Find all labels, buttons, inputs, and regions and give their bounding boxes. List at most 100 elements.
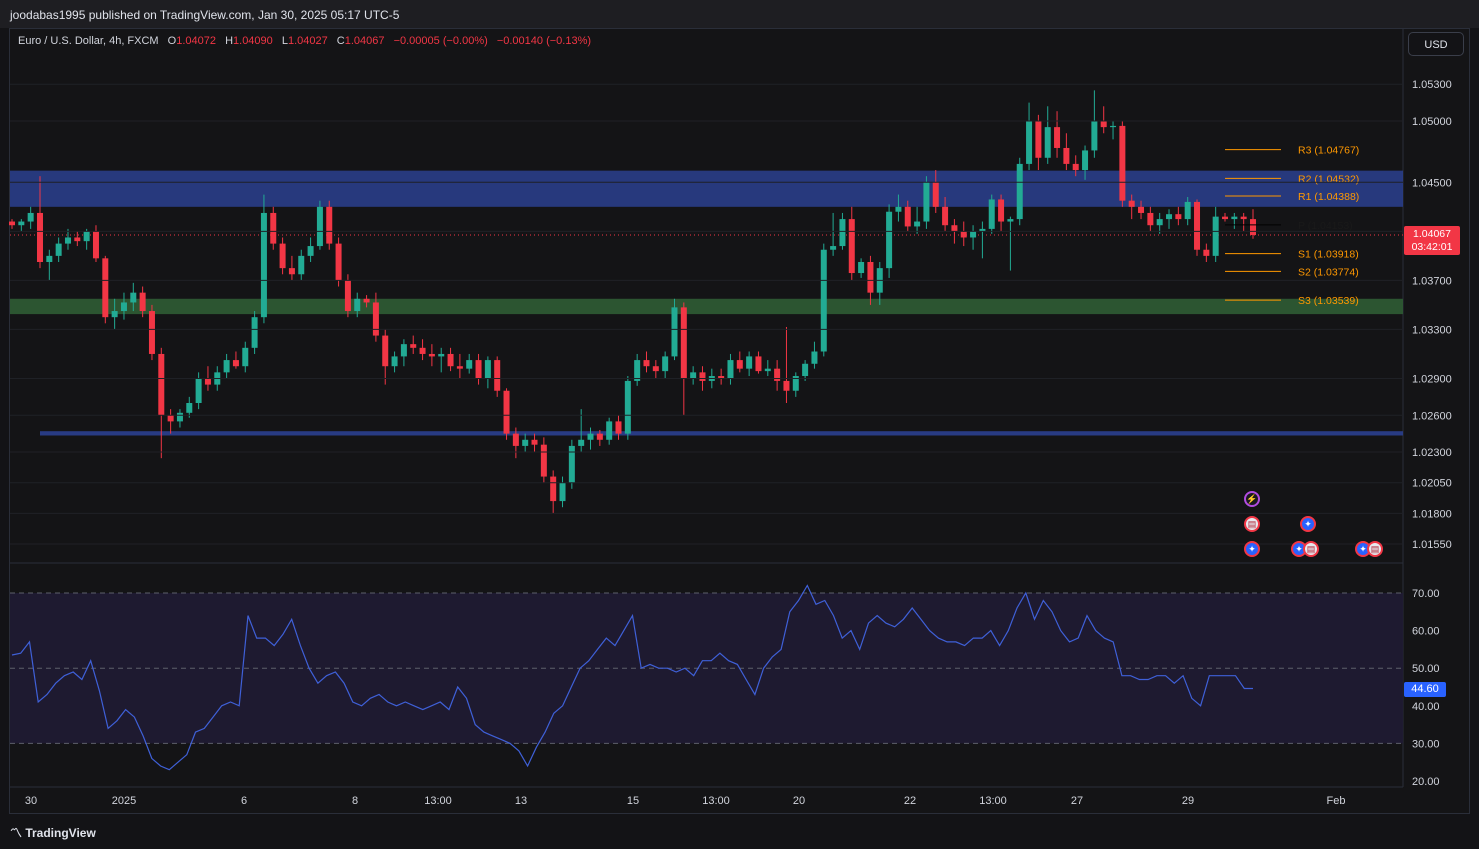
- us-flag-icon[interactable]: ▤: [1367, 541, 1383, 557]
- candle: [494, 356, 501, 397]
- candle-body: [1007, 219, 1014, 222]
- candle: [475, 353, 482, 385]
- candle: [895, 194, 902, 222]
- rsi-tick-label: 40.00: [1412, 701, 1440, 713]
- candle: [1203, 243, 1210, 262]
- candle: [1128, 194, 1135, 220]
- rsi-line: [11, 584, 1253, 771]
- candle-body: [587, 433, 594, 440]
- brand-name: TradingView: [25, 826, 96, 840]
- candle: [960, 221, 967, 247]
- candle-body: [522, 439, 529, 446]
- candle-body: [326, 206, 333, 244]
- currency-button[interactable]: USD: [1408, 32, 1464, 56]
- price-tick-label: 1.03700: [1412, 275, 1452, 287]
- candle-body: [447, 353, 454, 367]
- high-label: H: [225, 35, 234, 47]
- candle: [755, 351, 762, 374]
- candle-body: [1194, 201, 1201, 250]
- candle: [354, 292, 361, 318]
- candle-body: [316, 206, 323, 247]
- pivot-label-r3: R3 (1.04767): [1298, 145, 1359, 157]
- candle-body: [74, 237, 81, 242]
- candle-body: [1100, 121, 1107, 128]
- candle-body: [540, 444, 547, 477]
- candle-body: [652, 366, 659, 372]
- candle-body: [783, 380, 790, 391]
- candle-body: [167, 415, 174, 422]
- candle-body: [746, 356, 753, 369]
- candle: [802, 360, 809, 381]
- time-tick-label: 20: [793, 795, 805, 807]
- candle-body: [438, 353, 445, 357]
- publish-header: joodabas1995 published on TradingView.co…: [0, 0, 1479, 28]
- time-tick-label: 13:00: [702, 795, 730, 807]
- time-tick-label: 15: [627, 795, 639, 807]
- eu-flag-icon[interactable]: ✦: [1244, 541, 1260, 557]
- candle-body: [820, 249, 827, 352]
- candle: [1063, 133, 1070, 171]
- time-tick-label: 6: [241, 795, 247, 807]
- candle: [102, 255, 109, 324]
- candle-body: [410, 344, 417, 348]
- candle: [74, 231, 81, 247]
- candle-body: [1026, 121, 1033, 164]
- candle-body: [839, 219, 846, 247]
- candle: [1147, 206, 1154, 232]
- candle: [9, 219, 15, 229]
- candle-body: [139, 292, 146, 312]
- candle: [550, 470, 557, 514]
- candle-body: [428, 353, 435, 357]
- candle-body: [1128, 200, 1135, 207]
- rsi-tick-label: 20.00: [1412, 776, 1440, 788]
- tradingview-logo[interactable]: 〽 TradingView: [10, 824, 96, 841]
- candle-body: [932, 182, 939, 207]
- last-price: 1.04067: [1413, 228, 1451, 240]
- eu-flag-icon[interactable]: ✦: [1300, 516, 1316, 532]
- candle: [886, 204, 893, 278]
- candle: [1110, 121, 1117, 140]
- candle: [1250, 209, 1256, 239]
- candle: [988, 194, 995, 234]
- time-tick-label: Feb: [1327, 795, 1346, 807]
- candle: [447, 347, 454, 372]
- rsi-tick-label: 50.00: [1412, 663, 1440, 675]
- candle: [335, 237, 342, 287]
- us-flag-icon[interactable]: ▤: [1244, 516, 1260, 532]
- candle-body: [690, 372, 697, 379]
- candle: [326, 200, 333, 250]
- us-flag-icon[interactable]: ▤: [1303, 541, 1319, 557]
- candle: [820, 243, 827, 357]
- candle: [410, 335, 417, 354]
- candle-body: [195, 378, 202, 403]
- candle: [1054, 111, 1061, 158]
- candle: [1007, 216, 1014, 271]
- candle: [139, 286, 146, 318]
- candle-body: [1138, 206, 1145, 213]
- pivot-label-s2: S2 (1.03774): [1298, 266, 1359, 278]
- close-value: 1.04067: [344, 35, 385, 47]
- pivot-label-r1: R1 (1.04388): [1298, 191, 1359, 203]
- candle-body: [1119, 125, 1126, 201]
- candle: [344, 274, 351, 318]
- candle: [111, 298, 118, 330]
- zone-low-line: [40, 431, 1403, 436]
- candle: [1166, 209, 1173, 229]
- candle: [316, 200, 323, 250]
- candle-body: [307, 246, 314, 256]
- candle: [158, 347, 165, 459]
- time-tick-label: 13: [515, 795, 527, 807]
- candle: [1184, 197, 1191, 226]
- candle-body: [811, 351, 818, 364]
- lightning-icon[interactable]: ⚡: [1244, 491, 1260, 507]
- candle: [484, 356, 491, 389]
- candle-body: [148, 311, 155, 354]
- rsi-tick-label: 70.00: [1412, 588, 1440, 600]
- candle-body: [923, 182, 930, 222]
- candle: [680, 302, 687, 416]
- candle: [811, 341, 818, 369]
- candle: [270, 206, 277, 250]
- candle-body: [391, 356, 398, 367]
- candle: [522, 433, 529, 453]
